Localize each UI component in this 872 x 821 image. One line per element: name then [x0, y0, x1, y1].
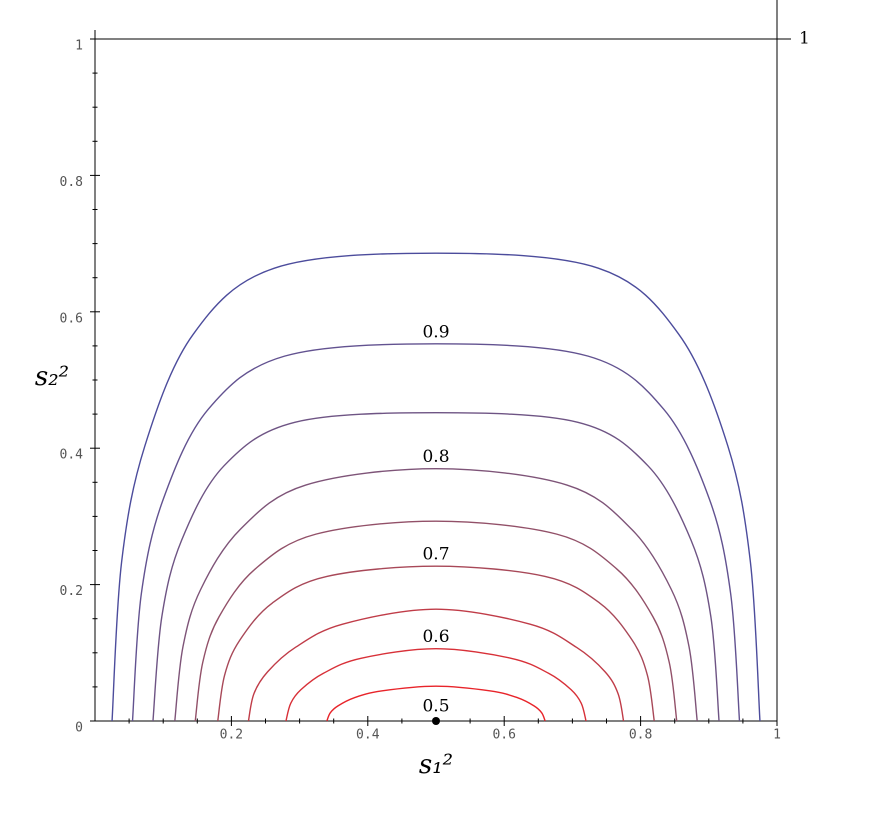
- contour-line: [247, 608, 625, 722]
- contour-line: [131, 343, 741, 722]
- y2-tick-label: 1: [799, 29, 810, 49]
- contour-label: 0.9: [422, 322, 449, 342]
- point: [432, 717, 440, 725]
- contour-line: [111, 252, 761, 722]
- y-tick-label: 0.4: [60, 448, 84, 463]
- contour-label: 0.7: [422, 545, 449, 565]
- contour-line: [194, 520, 678, 722]
- y-tick-label: 0.6: [60, 311, 83, 326]
- x-tick-label: 1: [773, 728, 781, 743]
- y-tick-label: 0: [75, 721, 83, 736]
- contour-line: [217, 565, 655, 722]
- x-tick-label: 0.6: [492, 728, 515, 743]
- y-tick-label: 0.8: [60, 175, 83, 190]
- contour-line: [152, 412, 720, 722]
- y-tick-label: 0.2: [60, 584, 83, 599]
- x-tick-label: 0.4: [356, 728, 380, 743]
- contour-line: [285, 648, 587, 722]
- point-label: 0.5: [422, 697, 449, 717]
- contour-label: 0.6: [422, 627, 449, 647]
- y-axis-label: s₂²: [35, 362, 69, 392]
- contour-label: 0.8: [422, 447, 449, 467]
- x-tick-label: 0.2: [220, 728, 243, 743]
- x-tick-label: 0.8: [629, 728, 652, 743]
- y-tick-label: 1: [75, 39, 83, 54]
- contour-line: [326, 685, 546, 722]
- x-axis-label: s₁²: [419, 750, 453, 780]
- contour-line: [174, 467, 698, 722]
